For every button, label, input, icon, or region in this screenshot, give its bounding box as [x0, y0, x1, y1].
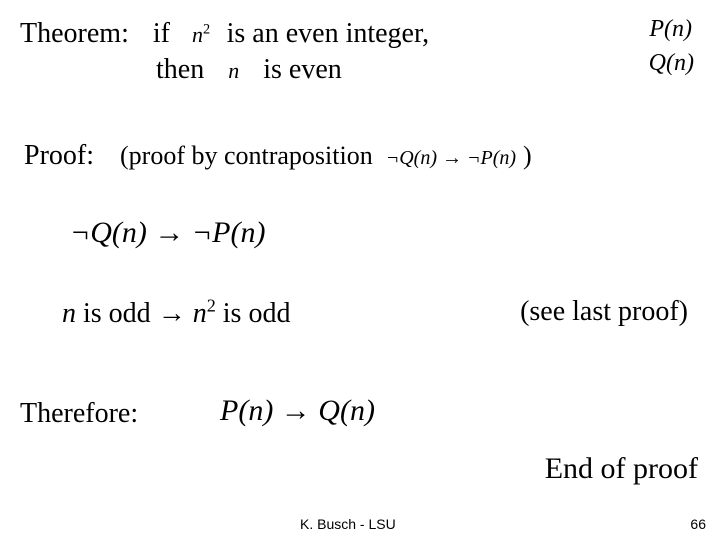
theorem-if: if: [153, 18, 170, 49]
proof-note-math: ¬Q(n) → ¬P(n): [386, 147, 516, 169]
step2-odd2: is odd: [223, 298, 291, 329]
theorem-n: n: [228, 58, 239, 83]
proof-note-b: ): [523, 141, 532, 170]
theorem-text2b: is even: [263, 54, 342, 85]
step2-odd1: is odd: [83, 298, 151, 329]
side-pn: P(n): [649, 16, 692, 43]
footer-page: 66: [690, 516, 706, 532]
proof-label: Proof:: [24, 140, 94, 171]
theorem-label: Theorem:: [20, 18, 129, 49]
side-qn: Q(n): [649, 50, 694, 77]
therefore-math: P(n) → Q(n): [220, 394, 375, 428]
step2-arrow: →: [158, 298, 193, 329]
theorem-text1b: is an even integer,: [227, 18, 430, 49]
theorem-n2: n2: [192, 22, 216, 47]
proof-note-a: (proof by contraposition: [120, 141, 373, 170]
end-of-proof: End of proof: [545, 452, 698, 486]
therefore-label: Therefore:: [20, 398, 138, 429]
step2-nb: n2: [193, 298, 223, 329]
step1-math: ¬Q(n) → ¬P(n): [70, 216, 265, 250]
step2-na: n: [62, 298, 76, 329]
theorem-then: then: [156, 54, 204, 85]
footer-author: K. Busch - LSU: [300, 516, 396, 532]
see-last-proof: (see last proof): [520, 296, 688, 328]
